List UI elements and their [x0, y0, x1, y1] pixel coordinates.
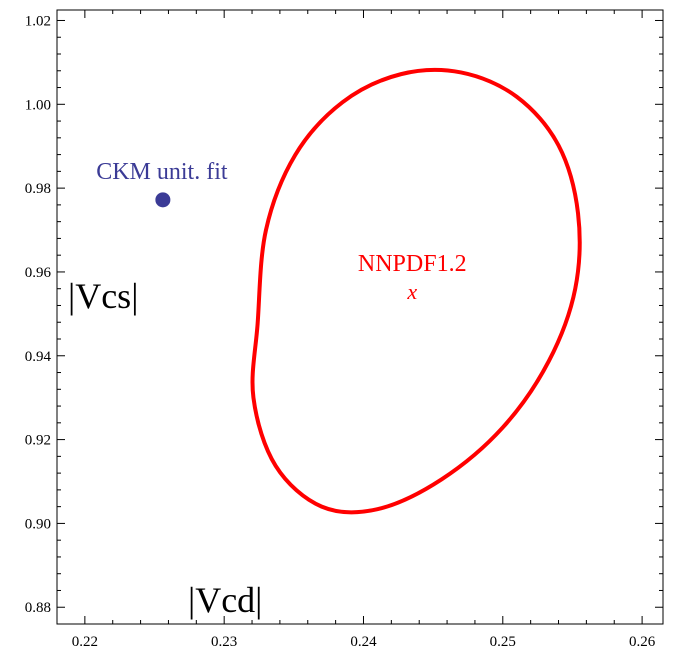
y-tick-label: 0.94: [25, 349, 52, 365]
y-tick-label: 0.90: [25, 516, 51, 532]
nnpdf-central-marker: x: [406, 279, 417, 304]
x-tick-label: 0.24: [350, 634, 377, 650]
x-axis-title: |Vcd|: [188, 580, 262, 620]
y-axis-title: |Vcs|: [68, 276, 138, 316]
axis-ticks: [56, 10, 663, 625]
y-tick-label: 0.98: [25, 181, 51, 197]
ckm-fit-label: CKM unit. fit: [96, 159, 228, 185]
x-tick-label: 0.26: [629, 634, 656, 650]
ckm-fit-point: [155, 192, 171, 208]
x-tick-label: 0.22: [72, 634, 98, 650]
x-tick-label: 0.25: [490, 634, 516, 650]
y-tick-label: 0.92: [25, 433, 51, 449]
y-tick-label: 0.88: [25, 600, 51, 616]
nnpdf-label: NNPDF1.2: [358, 251, 467, 277]
plot-frame: [56, 9, 664, 625]
nnpdf-contour: [250, 68, 582, 515]
y-tick-label: 1.02: [25, 13, 51, 29]
x-tick-label: 0.23: [211, 634, 237, 650]
axis-tick-labels: 0.22 0.23 0.24 0.25 0.26 0.88 0.90 0.92 0.94 0.96…: [25, 13, 656, 650]
y-tick-label: 0.96: [25, 265, 52, 281]
y-tick-label: 1.00: [25, 97, 51, 113]
